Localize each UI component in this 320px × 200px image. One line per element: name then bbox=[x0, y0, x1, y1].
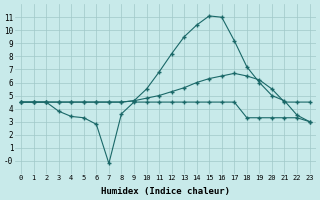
X-axis label: Humidex (Indice chaleur): Humidex (Indice chaleur) bbox=[101, 187, 230, 196]
